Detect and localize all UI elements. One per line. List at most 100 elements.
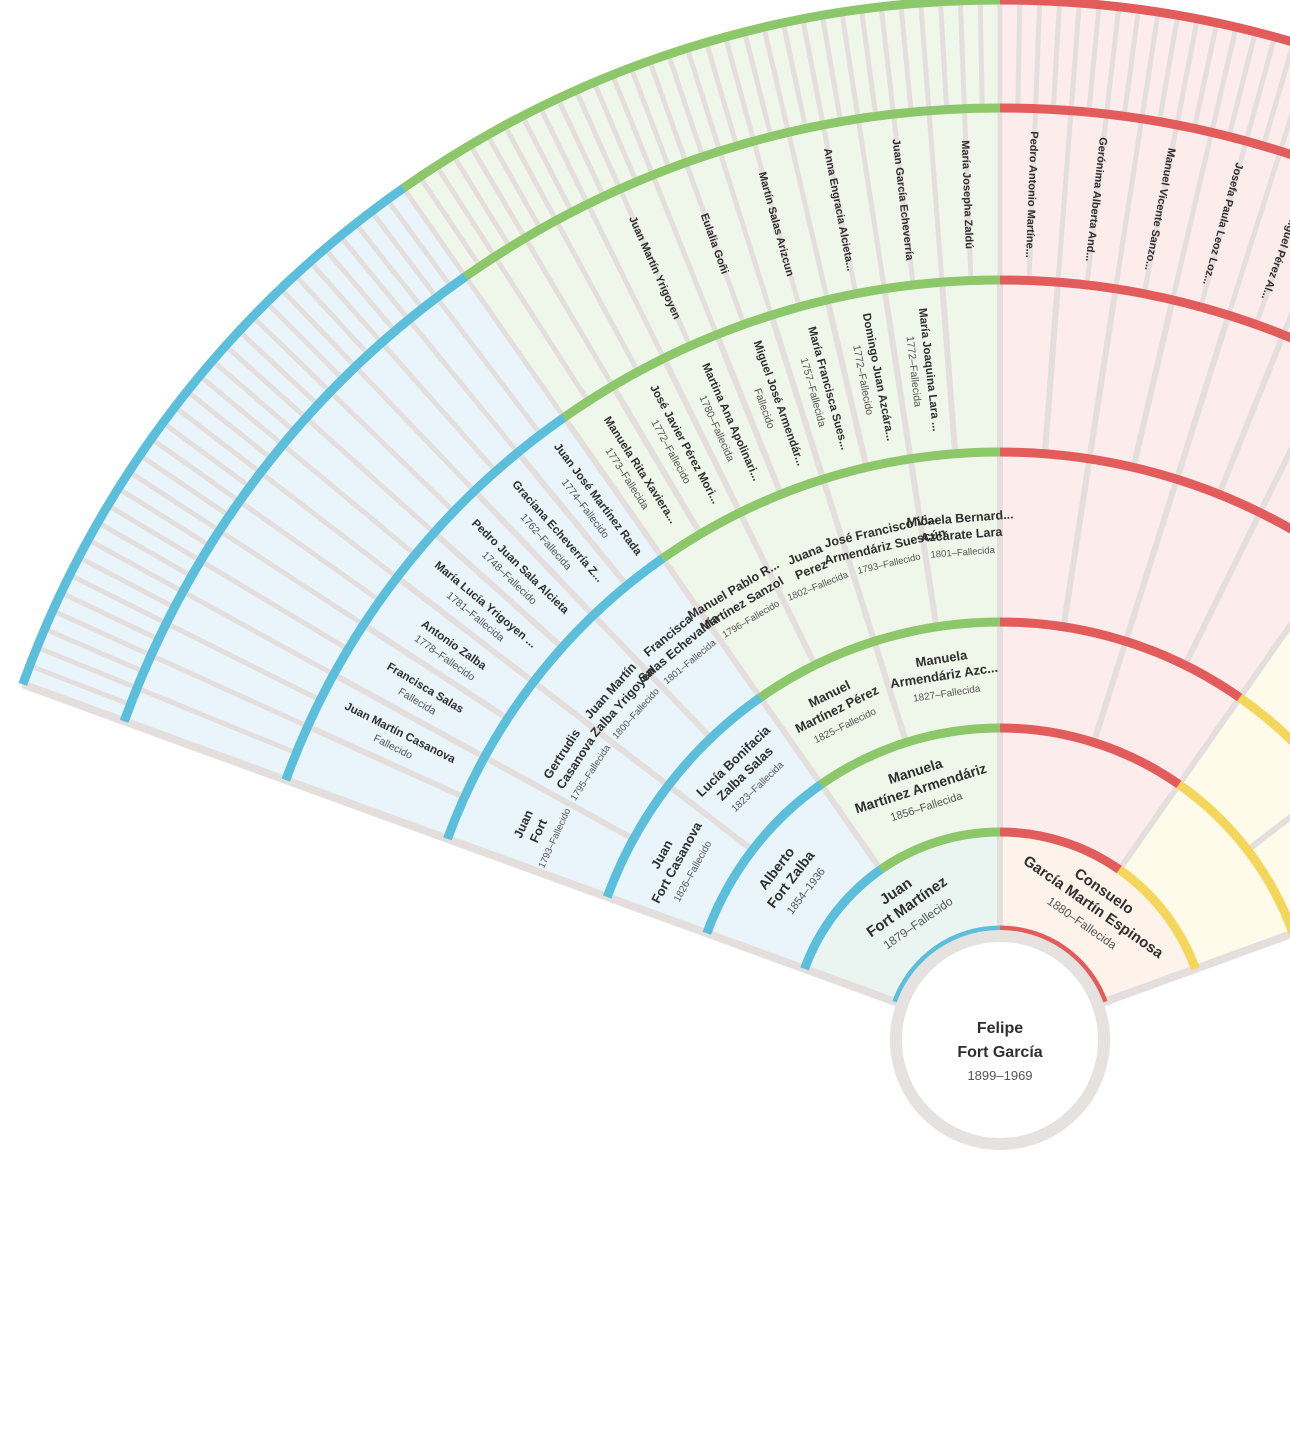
gen4-divider	[531, 679, 671, 788]
ring-mother	[999, 925, 1108, 1004]
root-person[interactable]: Felipe Fort García 1899–1969	[890, 930, 1110, 1150]
gen5-divider	[939, 281, 959, 454]
ring-paternal-father	[281, 413, 567, 782]
gen7-divider	[1068, 2, 1082, 111]
gen7-divider	[308, 260, 384, 345]
gen7-divider	[819, 14, 844, 123]
gen7-divider	[684, 47, 723, 152]
gen7-divider	[1104, 6, 1122, 115]
gen7-divider	[338, 234, 411, 322]
gen6-divider	[150, 653, 309, 729]
ancestor-gen6-name: Pedro Antonio Martíne...	[1023, 131, 1040, 258]
gen7-divider	[96, 520, 193, 579]
gen5-divider	[1257, 445, 1290, 514]
gen6-divider	[1170, 131, 1215, 301]
gen7-divider	[149, 436, 241, 504]
ancestor-gen4-dates: 1801–Fallecida	[930, 545, 996, 561]
gen7-divider	[573, 89, 623, 191]
gen7-divider	[106, 503, 202, 564]
gen6-divider	[218, 528, 365, 627]
gen6-divider	[165, 620, 322, 703]
gen4-divider	[483, 754, 635, 842]
ring-paternal-mother	[561, 275, 1001, 422]
gen7-divider	[1086, 4, 1102, 113]
gen4-divider	[1060, 458, 1093, 628]
gen7-divider	[1139, 11, 1161, 120]
gen7-divider	[1174, 18, 1200, 126]
gen7-divider	[1050, 1, 1063, 110]
gen7-divider	[858, 8, 879, 117]
gen7-divider	[323, 247, 398, 333]
ancestor-gen6: Pedro Antonio Martíne...	[1023, 131, 1040, 258]
gen6-divider	[961, 108, 974, 281]
ring-paternal-father	[602, 693, 763, 899]
gen6-divider	[1253, 222, 1290, 326]
ring-maternal-father	[999, 827, 1122, 874]
gen4-divider	[660, 556, 763, 700]
gen2-divider	[1116, 782, 1182, 872]
gen7-divider	[68, 572, 168, 626]
gen5-divider	[472, 488, 596, 618]
ring-maternal-father	[999, 447, 1290, 534]
gen6-divider	[1198, 140, 1249, 308]
gen7-divider	[703, 41, 740, 147]
gen6-divider	[617, 187, 693, 348]
gen7-divider	[839, 11, 861, 120]
ring-maternal-mother	[1237, 693, 1290, 746]
gen5-divider	[1041, 281, 1061, 454]
gen5-divider	[332, 671, 486, 760]
gen7-divider	[537, 106, 591, 206]
gen6-divider	[281, 442, 417, 557]
gen7-divider	[173, 404, 263, 475]
sector-dividers	[21, 0, 1290, 1009]
ring-maternal-mother	[1116, 865, 1200, 971]
ring-outer	[119, 272, 469, 723]
gen6-divider	[585, 203, 667, 360]
gen6-divider	[328, 390, 456, 514]
gen7-divider	[761, 26, 791, 133]
gen7-divider	[1209, 26, 1239, 133]
gen6-divider	[353, 365, 477, 493]
gen7-divider	[198, 373, 285, 447]
gen7-divider	[293, 273, 371, 357]
ring-paternal-father	[800, 865, 884, 971]
gen7-divider	[1156, 14, 1181, 123]
ring-outer-edge	[18, 184, 407, 686]
gen7-divider	[434, 164, 498, 259]
gen6-divider	[650, 174, 720, 336]
fan-edge	[21, 680, 904, 1009]
gen3-divider	[757, 695, 824, 787]
gen7-divider	[353, 222, 425, 310]
gen7-divider	[468, 143, 528, 240]
gen6-divider	[751, 140, 802, 308]
gen7-divider	[1191, 22, 1220, 129]
gen5-divider	[561, 415, 666, 561]
gen5-divider	[881, 288, 914, 460]
ring-maternal-father	[999, 275, 1290, 343]
gen2-divider	[818, 782, 884, 872]
gen5-divider	[515, 450, 630, 588]
gen6-divider	[1026, 108, 1039, 281]
gen4-divider	[1122, 478, 1180, 643]
sector-mother-cell	[1000, 832, 1196, 1003]
gen4-divider	[591, 613, 714, 741]
gen5-divider	[1216, 333, 1286, 496]
gen7-divider	[237, 329, 320, 407]
gen7-divider	[502, 124, 559, 222]
gen7-divider	[1260, 46, 1290, 147]
root-circle	[890, 930, 1110, 1150]
ancestor-gen6: María Josepha Zaldú	[959, 140, 975, 249]
gen6-divider	[926, 110, 945, 283]
gen5-divider	[395, 574, 536, 685]
gen6-divider	[492, 255, 591, 403]
ring-maternal-mother	[1176, 780, 1290, 935]
gen7-divider	[520, 115, 575, 214]
ring-maternal-father	[999, 103, 1290, 160]
gen7-divider	[250, 314, 333, 394]
gen7-divider	[878, 6, 896, 115]
gen5-divider	[432, 530, 565, 650]
gen7-divider	[185, 389, 274, 461]
gen7-divider	[647, 59, 689, 164]
ring-outer-edge	[999, 0, 1290, 46]
